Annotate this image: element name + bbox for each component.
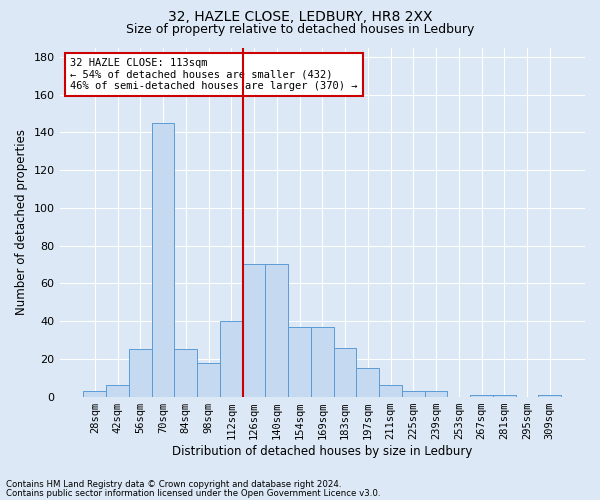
Bar <box>242 264 265 396</box>
Bar <box>220 321 242 396</box>
X-axis label: Distribution of detached houses by size in Ledbury: Distribution of detached houses by size … <box>172 444 472 458</box>
Bar <box>334 348 356 397</box>
Bar <box>425 391 448 396</box>
Bar <box>152 123 175 396</box>
Bar <box>470 394 493 396</box>
Text: Contains public sector information licensed under the Open Government Licence v3: Contains public sector information licen… <box>6 489 380 498</box>
Bar <box>538 394 561 396</box>
Text: 32 HAZLE CLOSE: 113sqm
← 54% of detached houses are smaller (432)
46% of semi-de: 32 HAZLE CLOSE: 113sqm ← 54% of detached… <box>70 58 358 91</box>
Bar <box>83 391 106 396</box>
Bar <box>311 327 334 396</box>
Bar <box>265 264 288 396</box>
Bar <box>129 350 152 397</box>
Bar <box>106 386 129 396</box>
Bar <box>288 327 311 396</box>
Bar <box>356 368 379 396</box>
Bar <box>379 386 402 396</box>
Bar <box>402 391 425 396</box>
Text: 32, HAZLE CLOSE, LEDBURY, HR8 2XX: 32, HAZLE CLOSE, LEDBURY, HR8 2XX <box>168 10 432 24</box>
Bar <box>197 362 220 396</box>
Bar <box>493 394 515 396</box>
Bar <box>175 350 197 397</box>
Y-axis label: Number of detached properties: Number of detached properties <box>15 129 28 315</box>
Text: Contains HM Land Registry data © Crown copyright and database right 2024.: Contains HM Land Registry data © Crown c… <box>6 480 341 489</box>
Text: Size of property relative to detached houses in Ledbury: Size of property relative to detached ho… <box>126 22 474 36</box>
